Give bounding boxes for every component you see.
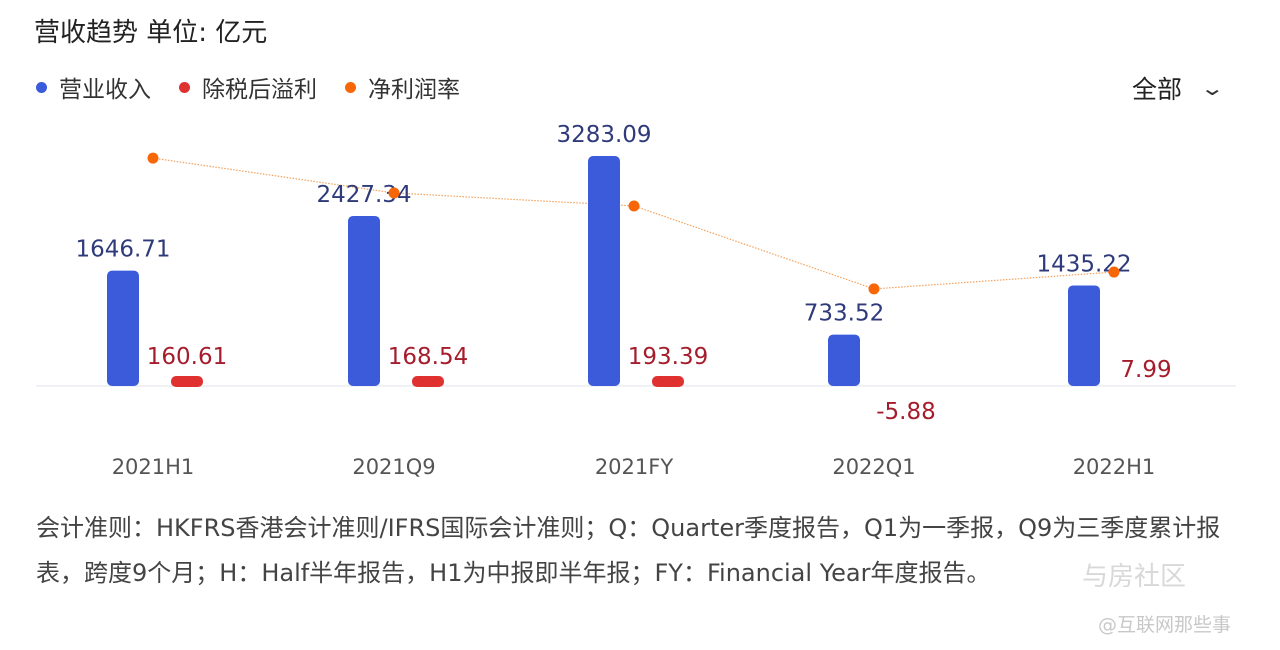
chevron-down-icon: ⌄ (1199, 76, 1225, 100)
legend: 营业收入 除税后溢利 净利润率 (36, 70, 460, 104)
data-label-profit-2022H1: 7.99 (1120, 357, 1171, 383)
bar-profit-2021FY (652, 376, 684, 387)
period-dropdown[interactable]: 全部 ⌄ (1132, 70, 1225, 106)
legend-item-revenue[interactable]: 营业收入 (36, 70, 151, 104)
x-tick-label-2021H1: 2021H1 (112, 455, 195, 479)
bar-revenue-2022H1 (1068, 285, 1100, 386)
x-tick-label-2022H1: 2022H1 (1073, 455, 1156, 479)
chart-title: 营收趋势 单位: 亿元 (34, 18, 268, 48)
legend-dot-profit (179, 81, 190, 93)
data-label-profit-2022Q1: -5.88 (876, 399, 936, 425)
watermark-author: @互联网那些事 (1098, 614, 1232, 636)
chart-canvas: 1646.71160.612021H12427.34168.542021Q932… (36, 122, 1236, 479)
series-line-margin (152, 157, 1115, 290)
point-margin-2021H1 (147, 152, 159, 164)
bar-revenue-2022Q1 (828, 334, 860, 386)
period-dropdown-label: 全部 (1132, 75, 1183, 104)
legend-label-revenue: 营业收入 (59, 77, 151, 103)
legend-item-profit[interactable]: 除税后溢利 (179, 70, 317, 104)
data-label-profit-2021FY: 193.39 (628, 344, 708, 370)
point-margin-2022Q1 (868, 283, 880, 295)
bar-revenue-2021FY (588, 156, 620, 386)
watermark-community: 与房社区 (1082, 562, 1187, 592)
data-label-revenue-2022Q1: 733.52 (804, 301, 884, 327)
point-margin-2022H1 (1108, 266, 1120, 278)
legend-item-margin[interactable]: 净利润率 (345, 70, 460, 104)
bar-profit-2021H1 (171, 376, 203, 387)
bar-revenue-2021H1 (107, 270, 139, 386)
legend-label-margin: 净利润率 (368, 77, 460, 103)
data-label-profit-2021H1: 160.61 (147, 344, 227, 370)
x-tick-label-2022Q1: 2022Q1 (832, 455, 915, 479)
data-label-revenue-2021H1: 1646.71 (75, 237, 170, 263)
x-tick-label-2021Q9: 2021Q9 (352, 455, 435, 479)
data-label-profit-2021Q9: 168.54 (388, 344, 468, 370)
legend-dot-margin (345, 81, 356, 93)
point-margin-2021Q9 (388, 187, 400, 199)
point-margin-2021FY (628, 200, 640, 212)
legend-label-profit: 除税后溢利 (202, 77, 317, 103)
data-label-revenue-2021FY: 3283.09 (556, 122, 651, 148)
x-tick-label-2021FY: 2021FY (595, 455, 674, 479)
footnote: 会计准则：HKFRS香港会计准则/IFRS国际会计准则；Q：Quarter季度报… (36, 514, 1221, 587)
bar-revenue-2021Q9 (348, 215, 380, 386)
legend-dot-revenue (36, 81, 47, 93)
bar-profit-2021Q9 (412, 376, 444, 387)
